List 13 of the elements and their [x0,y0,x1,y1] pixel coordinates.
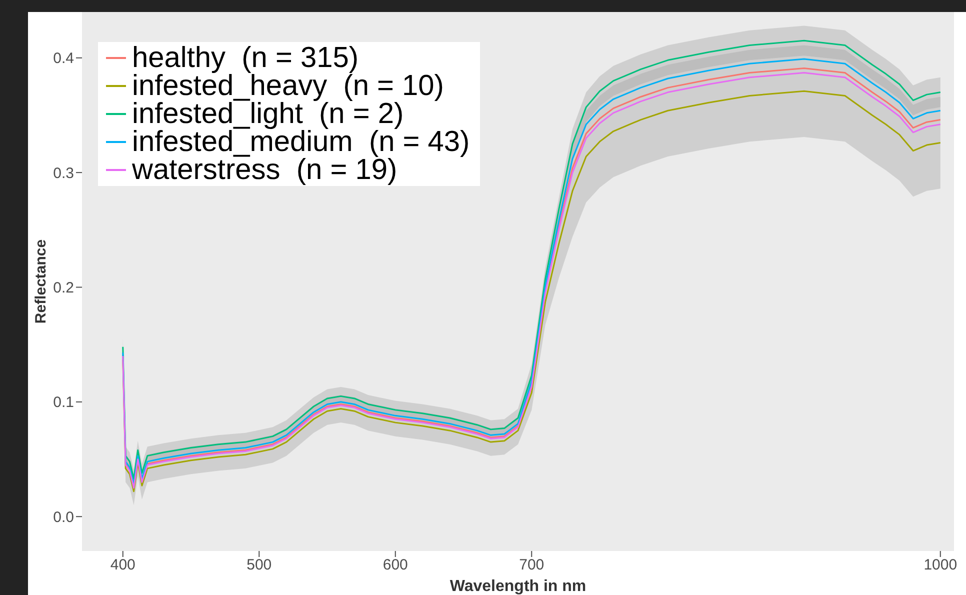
y-tick-label: 0.0 [53,508,74,526]
x-axis-title: Wavelength in nm [450,578,586,595]
x-tick-label: 400 [110,556,136,574]
x-tick-label: 1000 [924,556,958,574]
y-tick-label: 0.4 [53,50,74,68]
x-tick-label: 700 [519,556,544,574]
y-tick-label: 0.1 [53,394,74,412]
x-tick-label: 600 [382,556,408,574]
legend-label: healthy (n = 315) [132,42,359,74]
y-tick-label: 0.2 [53,280,74,297]
y-tick-label: 0.3 [53,164,74,182]
y-axis-title: Reflectance [32,239,50,324]
x-tick-label: 500 [246,556,272,574]
